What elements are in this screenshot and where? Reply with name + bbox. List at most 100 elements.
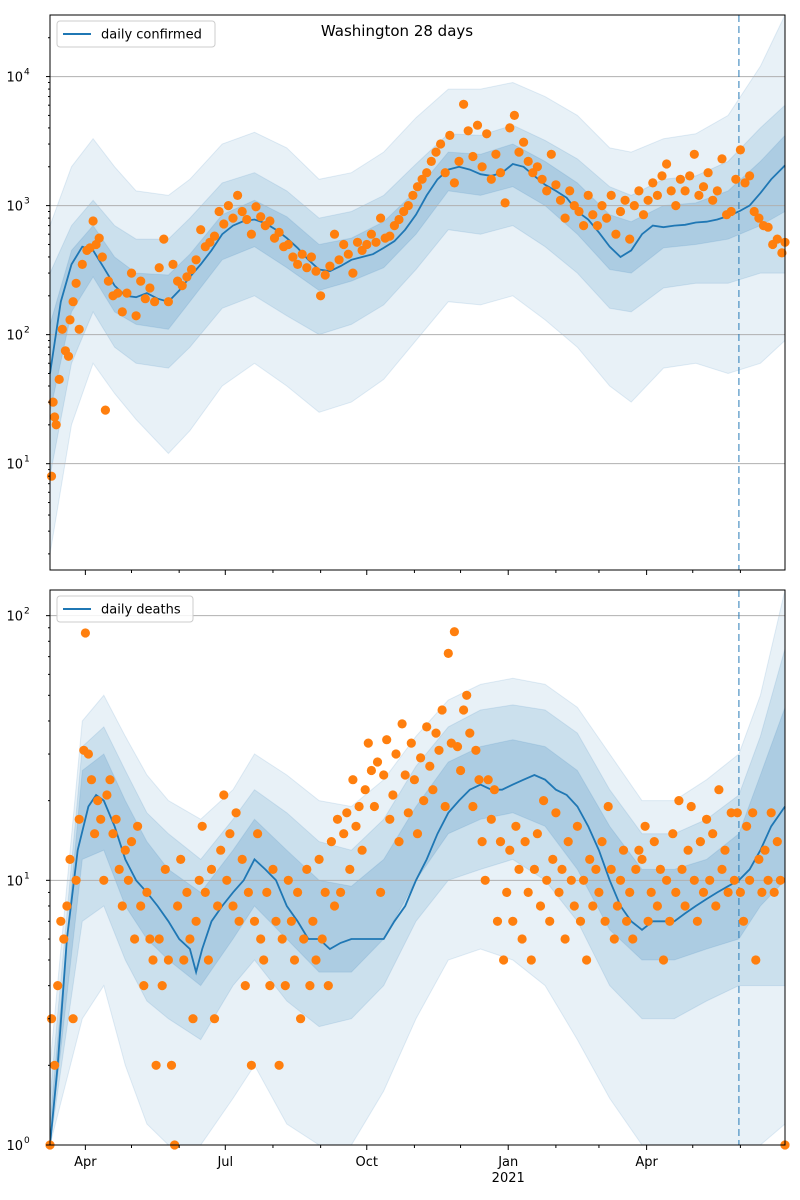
data-point	[602, 213, 612, 223]
data-point	[320, 887, 330, 898]
data-point	[177, 281, 187, 291]
data-point	[425, 761, 435, 771]
data-point	[286, 916, 296, 926]
data-point	[102, 790, 112, 800]
data-point	[117, 901, 127, 911]
data-point	[214, 206, 224, 217]
data-point	[103, 276, 113, 286]
data-point	[652, 190, 663, 200]
data-point	[225, 829, 235, 839]
y-tick-base: 10	[6, 71, 23, 86]
data-point	[108, 829, 118, 839]
data-point	[197, 821, 207, 831]
data-point	[486, 814, 496, 824]
data-point	[213, 901, 223, 911]
data-point	[671, 201, 681, 211]
data-point	[68, 1014, 78, 1024]
data-point	[735, 887, 746, 898]
y-tick-exponent: 2	[24, 326, 30, 336]
x-tick-year-label: 2021	[492, 1171, 525, 1186]
data-point	[122, 288, 132, 298]
data-point	[343, 249, 353, 259]
data-point	[93, 796, 103, 806]
data-point	[492, 916, 503, 926]
data-point	[523, 156, 533, 166]
data-point	[308, 916, 318, 926]
data-point	[680, 901, 690, 911]
data-point	[517, 934, 527, 944]
data-point	[480, 875, 490, 885]
data-point	[271, 916, 281, 926]
data-point	[188, 1014, 198, 1024]
data-point	[173, 901, 183, 911]
data-point	[133, 821, 143, 831]
data-point	[274, 1060, 284, 1070]
data-point	[136, 276, 146, 286]
data-point	[403, 808, 413, 818]
data-point	[293, 887, 303, 898]
data-point	[763, 222, 773, 232]
data-point	[422, 722, 432, 732]
data-point	[588, 210, 598, 220]
data-point	[459, 99, 469, 109]
data-point	[731, 174, 741, 184]
data-point	[297, 249, 307, 259]
data-point	[53, 981, 63, 991]
data-point	[306, 252, 316, 262]
confirmed-gridlines	[50, 76, 785, 465]
deaths-legend[interactable]: daily deaths	[56, 595, 194, 623]
data-point	[130, 934, 140, 944]
x-tick-label: Jan	[497, 1155, 518, 1170]
data-point	[597, 201, 607, 211]
data-point	[191, 916, 201, 926]
data-point	[111, 814, 121, 824]
data-point	[416, 753, 426, 763]
x-tick-label: Apr	[74, 1155, 97, 1170]
y-tick-label: 10	[6, 1139, 23, 1154]
data-point	[557, 864, 567, 875]
legend-label-confirmed: daily confirmed	[101, 28, 202, 43]
data-point	[445, 130, 455, 140]
data-point	[683, 845, 693, 855]
data-point	[71, 278, 81, 288]
data-point	[615, 206, 626, 217]
data-point	[329, 901, 340, 911]
data-point	[694, 190, 704, 200]
data-point	[182, 887, 192, 898]
data-point	[151, 1060, 161, 1070]
confirmed-legend[interactable]: daily confirmed	[56, 20, 216, 48]
data-point	[612, 901, 623, 911]
data-point	[403, 201, 413, 211]
data-point	[591, 864, 601, 875]
data-point	[514, 147, 524, 157]
data-point	[283, 875, 293, 885]
data-point	[680, 186, 690, 196]
data-point	[629, 201, 639, 211]
data-point	[723, 887, 733, 898]
data-point	[65, 854, 75, 865]
data-point	[88, 216, 98, 226]
data-point	[131, 311, 141, 321]
deaths-uncertainty-bands	[49, 589, 786, 1146]
data-point	[65, 315, 75, 325]
y-tick-label: 10	[6, 874, 23, 889]
data-point	[698, 182, 709, 192]
data-point	[145, 934, 155, 944]
data-point	[726, 206, 736, 217]
data-point	[400, 770, 410, 780]
data-point	[459, 705, 469, 715]
data-point	[99, 875, 109, 885]
data-point	[600, 916, 610, 926]
data-point	[463, 126, 473, 136]
data-point	[545, 916, 555, 926]
data-point	[468, 151, 478, 162]
data-point	[579, 875, 589, 885]
data-point	[563, 837, 573, 847]
data-point	[159, 234, 169, 244]
data-point	[440, 801, 450, 812]
data-point	[86, 775, 97, 785]
data-point	[685, 171, 695, 181]
data-point	[256, 934, 266, 944]
data-point	[519, 137, 529, 147]
data-point	[302, 864, 312, 875]
